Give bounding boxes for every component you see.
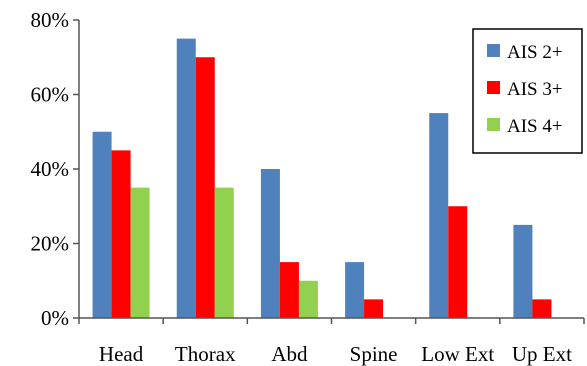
x-category-label: Head [99,342,144,366]
y-tick-label: 20% [31,232,70,256]
y-ticks [73,19,79,319]
bar-ais-3--spine [364,299,384,318]
legend-swatch [487,118,500,131]
bar-ais-3--head [111,150,131,318]
y-tick-label: 60% [31,83,70,107]
x-ticks [78,318,585,324]
bar-ais-2--up-ext [513,224,533,318]
bar-ais-3--abd [279,262,299,318]
bar-ais-2--low-ext [429,113,449,318]
legend-swatch [487,44,500,57]
y-tick-label: 0% [41,306,69,330]
x-axis-labels: Head Thorax Abd Spine Low Ext Up Ext [99,342,572,366]
y-tick-label: 80% [31,8,70,32]
bar-ais-4--head [130,187,150,318]
bar-ais-3--thorax [195,57,215,318]
legend: AIS 2+ AIS 3+ AIS 4+ [472,28,583,154]
x-category-label: Thorax [175,342,236,366]
y-axis-labels: 0% 20% 40% 60% 80% [31,8,70,330]
bars [92,38,552,318]
y-tick-label: 40% [31,157,70,181]
bar-ais-2--head [92,131,112,318]
bar-ais-3--up-ext [532,299,552,318]
legend-items: AIS 2+ AIS 3+ AIS 4+ [487,42,563,137]
bar-ais-3--low-ext [448,206,468,318]
x-category-label: Spine [350,342,398,366]
legend-swatch [487,81,500,94]
x-category-label: Abd [271,342,308,366]
x-category-label: Low Ext [421,342,494,366]
bar-ais-2--thorax [176,38,196,318]
bar-ais-4--abd [298,280,318,318]
legend-label: AIS 3+ [507,79,563,100]
x-category-label: Up Ext [512,342,572,366]
legend-label: AIS 2+ [507,42,563,63]
bar-ais-2--spine [345,262,365,318]
bar-ais-4--thorax [214,187,234,318]
legend-label: AIS 4+ [507,116,563,137]
bar-ais-2--abd [260,169,280,318]
